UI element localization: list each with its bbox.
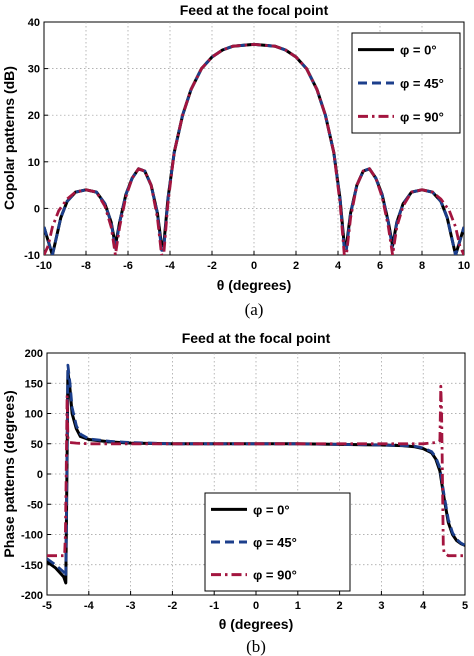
chart-b: -5 -4 -3 -2 -1 0 1 2 3 4 5 -200 -150 -100 -50 0 50 100 150… [1,330,468,656]
chart-b-series-group [47,363,465,585]
x-tick-label: -4 [84,600,95,612]
x-tick-label: -3 [126,600,136,612]
x-tick-label: -5 [42,600,52,612]
x-tick-label: -4 [165,260,176,272]
x-tick-label: 6 [377,260,383,272]
series-line-1 [47,363,465,579]
chart-b-title: Feed at the focal point [182,330,331,346]
chart-a-x-axis-label: θ (degrees) [217,277,291,293]
chart-a-y-axis-label: Copolar patterns (dB) [1,66,17,210]
y-tick-label: 0 [37,469,43,481]
y-tick-label: 150 [25,378,43,390]
chart-b-tick-labels: -5 -4 -3 -2 -1 0 1 2 3 4 5 -200 -150 -100 -50 0 50 100 150… [21,348,468,612]
x-tick-label: -1 [209,600,219,612]
x-tick-label: 3 [378,600,384,612]
y-tick-label: 50 [31,439,43,451]
y-tick-label: -150 [21,560,43,572]
y-tick-label: -200 [21,590,43,602]
y-tick-label: 0 [34,203,40,215]
y-tick-label: 100 [25,409,43,421]
series-line-2 [47,384,465,558]
legend-label-2: φ = 90° [253,568,297,583]
chart-a-legend: φ = 0° φ = 45° φ = 90° [351,32,461,134]
chart-b-caption: (b) [246,637,266,656]
chart-a: -10 -8 -6 -4 -2 0 2 4 6 8 10 -10 0 10 20 30 40 Feed at t… [1,2,470,319]
x-tick-label: 4 [335,260,342,272]
legend-label-1: φ = 45° [253,535,297,550]
x-tick-label: 5 [462,600,468,612]
x-tick-label: 0 [251,260,257,272]
x-tick-label: 0 [253,600,259,612]
chart-a-title: Feed at the focal point [180,2,329,18]
y-tick-label: 10 [28,157,40,169]
chart-a-tick-labels: -10 -8 -6 -4 -2 0 2 4 6 8 10 -10 0 10 20 30 40 [24,17,470,272]
x-tick-label: 8 [419,260,425,272]
x-tick-label: -6 [123,260,133,272]
x-tick-label: 1 [295,600,301,612]
series-line-2 [44,43,464,255]
y-tick-label: -50 [27,499,43,511]
legend-label-0: φ = 0° [253,502,290,517]
x-tick-label: 2 [293,260,299,272]
y-tick-label: -10 [24,250,40,262]
y-tick-label: 30 [28,64,40,76]
x-tick-label: 2 [337,600,343,612]
chart-b-legend: φ = 0° φ = 45° φ = 90° [204,492,351,592]
x-tick-label: -8 [81,260,91,272]
x-tick-label: 10 [458,260,470,272]
x-tick-label: -2 [168,600,178,612]
legend-label-2: φ = 90° [400,109,444,124]
chart-a-series-group [44,42,464,255]
x-tick-label: -10 [36,260,52,272]
x-tick-label: -2 [207,260,217,272]
legend-label-1: φ = 45° [400,76,444,91]
chart-b-y-axis-label: Phase patterns (degrees) [1,390,17,557]
y-tick-label: 20 [28,110,40,122]
x-tick-label: 4 [420,600,427,612]
chart-a-caption: (a) [245,300,264,319]
chart-b-x-axis-label: θ (degrees) [219,616,293,632]
y-tick-label: -100 [21,530,43,542]
chart-a-grid [43,21,465,256]
legend-label-0: φ = 0° [400,43,437,58]
y-tick-label: 200 [25,348,43,360]
y-tick-label: 40 [28,17,40,29]
